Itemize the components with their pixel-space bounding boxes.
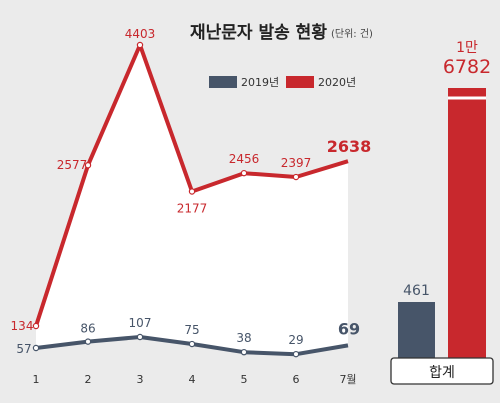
series-2019-point [188, 340, 196, 348]
x-axis-tick-labels: 1 2 3 4 5 6 7월 [33, 373, 357, 386]
x-tick-label: 2 [85, 373, 92, 386]
series-2020-value-label: 4403 [125, 27, 156, 41]
series-2019-point [292, 350, 300, 358]
series-2019-value-label: 38 [236, 331, 251, 345]
bar-2019-total [398, 302, 435, 364]
bar-2020-total [448, 88, 486, 364]
x-tick-label: 7월 [339, 373, 356, 386]
series-2019-value-labels: 57 86 107 75 38 29 69 [16, 316, 360, 356]
chart-unit: (단위: 건) [331, 27, 373, 40]
series-2019-value-label: 29 [288, 333, 303, 347]
series-2019-point [240, 348, 248, 356]
bar-2019-value-label: 461 [403, 283, 430, 299]
series-2020-point [84, 161, 92, 169]
series-2019-value-label: 86 [80, 322, 95, 336]
series-2020-value-label: 134 [11, 319, 34, 333]
x-tick-label: 6 [293, 373, 300, 386]
legend-label-2019: 2019년 [241, 76, 279, 89]
series-2020-value-labels: 134 2577 4403 2177 2456 2397 2638 [11, 27, 372, 333]
legend-swatch-2019 [209, 76, 237, 88]
series-2019-value-label: 57 [16, 342, 31, 356]
series-2020-value-label: 2638 [327, 137, 372, 156]
series-2019-value-label: 69 [338, 319, 360, 338]
series-2020-point [32, 322, 40, 330]
series-2020-value-label: 2177 [177, 202, 208, 216]
area-under-2020-line [36, 45, 348, 355]
series-2020-value-label: 2456 [229, 152, 260, 166]
series-2020-point [136, 41, 144, 49]
legend-swatch-2020 [286, 76, 314, 88]
series-2019-point [32, 344, 40, 352]
series-2020-line [32, 41, 349, 330]
series-2020-point [292, 173, 300, 181]
chart-title: 재난문자 발송 현황 [190, 23, 327, 43]
legend-label-2020: 2020년 [318, 76, 356, 89]
x-tick-label: 1 [33, 373, 40, 386]
series-2020-value-label: 2397 [281, 156, 312, 170]
x-tick-label: 3 [137, 373, 144, 386]
x-tick-label: 4 [189, 373, 196, 386]
x-tick-label: 5 [241, 373, 248, 386]
series-2020-value-label: 2577 [57, 158, 88, 172]
total-category-label: 합계 [429, 365, 455, 381]
series-2019-line [32, 333, 349, 358]
bar-2020-value-label-line2: 6782 [443, 56, 491, 78]
series-2019-point [136, 333, 144, 341]
series-2020-point [188, 188, 196, 195]
legend: 2019년 2020년 [209, 76, 356, 89]
total-category-box [390, 357, 494, 385]
series-2019-point [84, 338, 92, 345]
bar-2020-value-label-line1: 1만 [456, 40, 478, 56]
series-2020-point [240, 169, 248, 177]
series-2019-value-label: 75 [184, 323, 199, 337]
series-2019-value-label: 107 [129, 316, 152, 330]
